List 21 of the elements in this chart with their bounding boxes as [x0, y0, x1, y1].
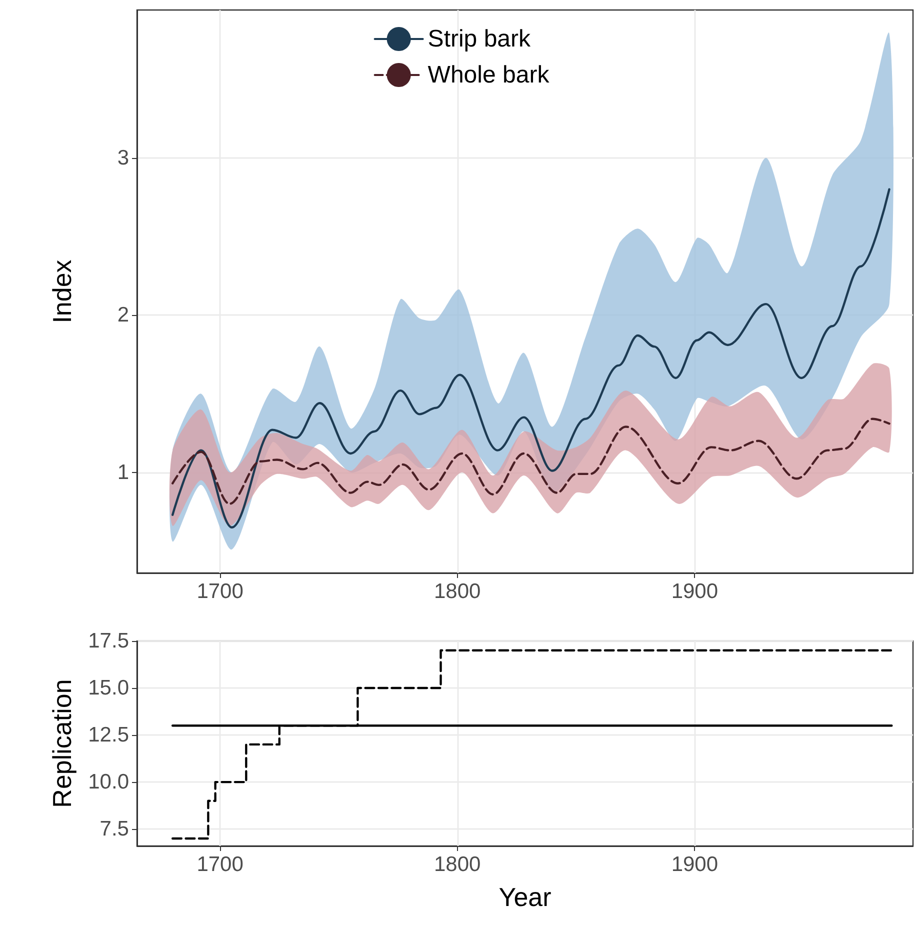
legend-label: Strip bark [428, 26, 532, 52]
y-axis-title: Index [47, 260, 77, 324]
legend-label: Whole bark [428, 62, 550, 88]
x-tick-label: 1800 [434, 853, 481, 876]
x-tick-label: 1900 [671, 853, 718, 876]
x-tick-label: 1800 [434, 580, 481, 603]
y-tick-label: 3 [117, 146, 129, 170]
y-tick-label: 10.0 [88, 770, 129, 794]
y-tick-label: 12.5 [88, 724, 129, 747]
y-tick-label: 17.5 [88, 630, 129, 652]
x-tick-label: 1700 [196, 853, 244, 876]
line-series [171, 188, 890, 528]
y-tick-label: 15.0 [88, 676, 129, 700]
x-axis-title: Year [498, 882, 552, 912]
y-axis-title: Replication [47, 679, 77, 808]
line-series [171, 418, 890, 505]
x-tick-label: 1900 [671, 580, 718, 603]
y-tick-label: 2 [117, 304, 129, 327]
x-tick-label: 1700 [196, 580, 244, 603]
y-tick-label: 7.5 [100, 818, 129, 841]
y-tick-label: 1 [117, 460, 129, 484]
